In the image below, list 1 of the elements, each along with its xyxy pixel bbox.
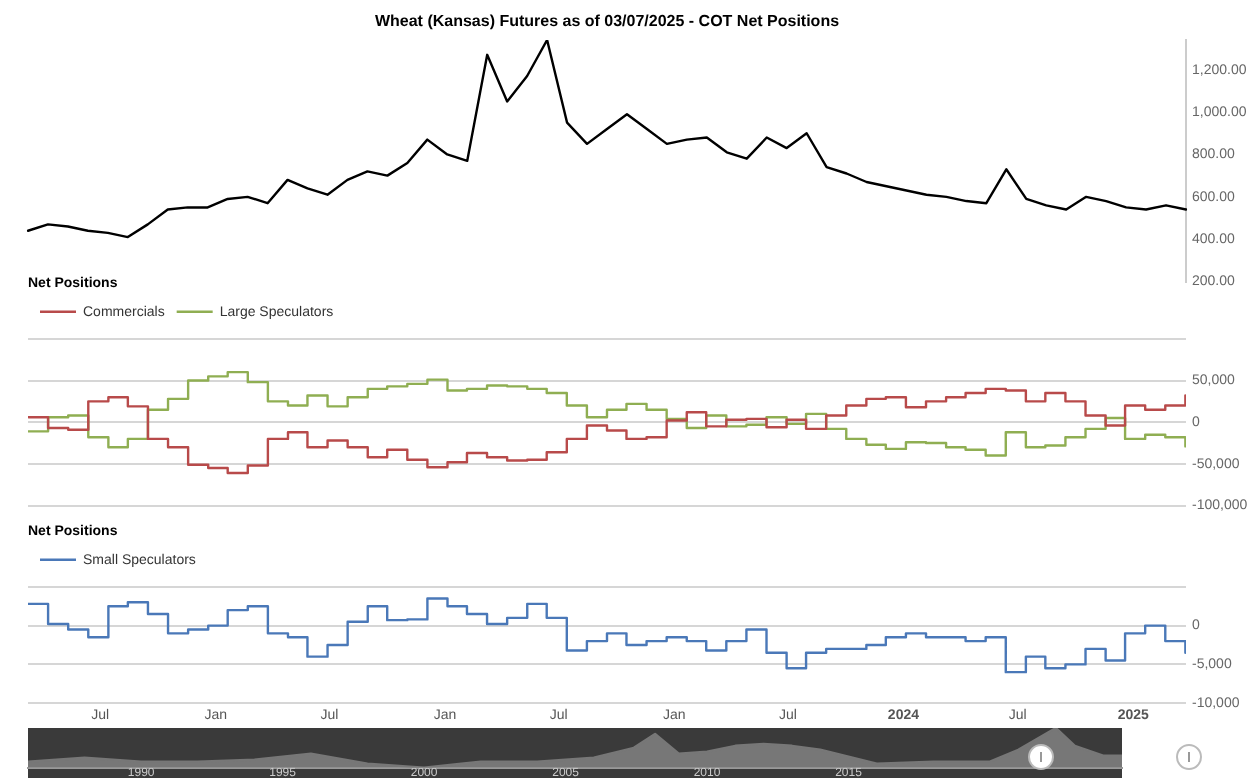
chart-title: Wheat (Kansas) Futures as of 03/07/2025 - COT Net Positions [374, 12, 841, 31]
